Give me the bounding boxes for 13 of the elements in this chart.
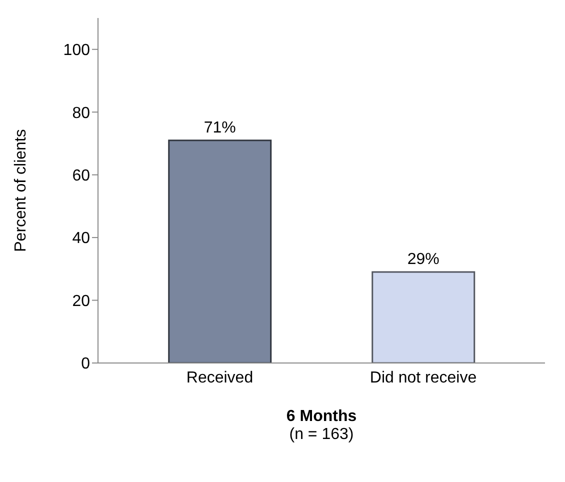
y-tick-label: 0	[81, 356, 90, 373]
x-tick-label: Did not receive	[370, 369, 477, 386]
data-label: 71%	[204, 119, 236, 136]
y-tick-label: 100	[63, 42, 90, 60]
y-axis-title: Percent of clients	[12, 129, 30, 252]
text: (n = 163)	[288, 426, 355, 444]
y-tick-label: 80	[72, 104, 90, 122]
y-tick-label: 20	[72, 292, 90, 310]
x-axis-title: 6 Months	[285, 408, 358, 426]
y-tick-label: 60	[72, 168, 90, 184]
y-tick-label: 40	[72, 230, 90, 248]
data-label: 29%	[407, 251, 440, 268]
x-tick-label: Received	[186, 369, 254, 386]
